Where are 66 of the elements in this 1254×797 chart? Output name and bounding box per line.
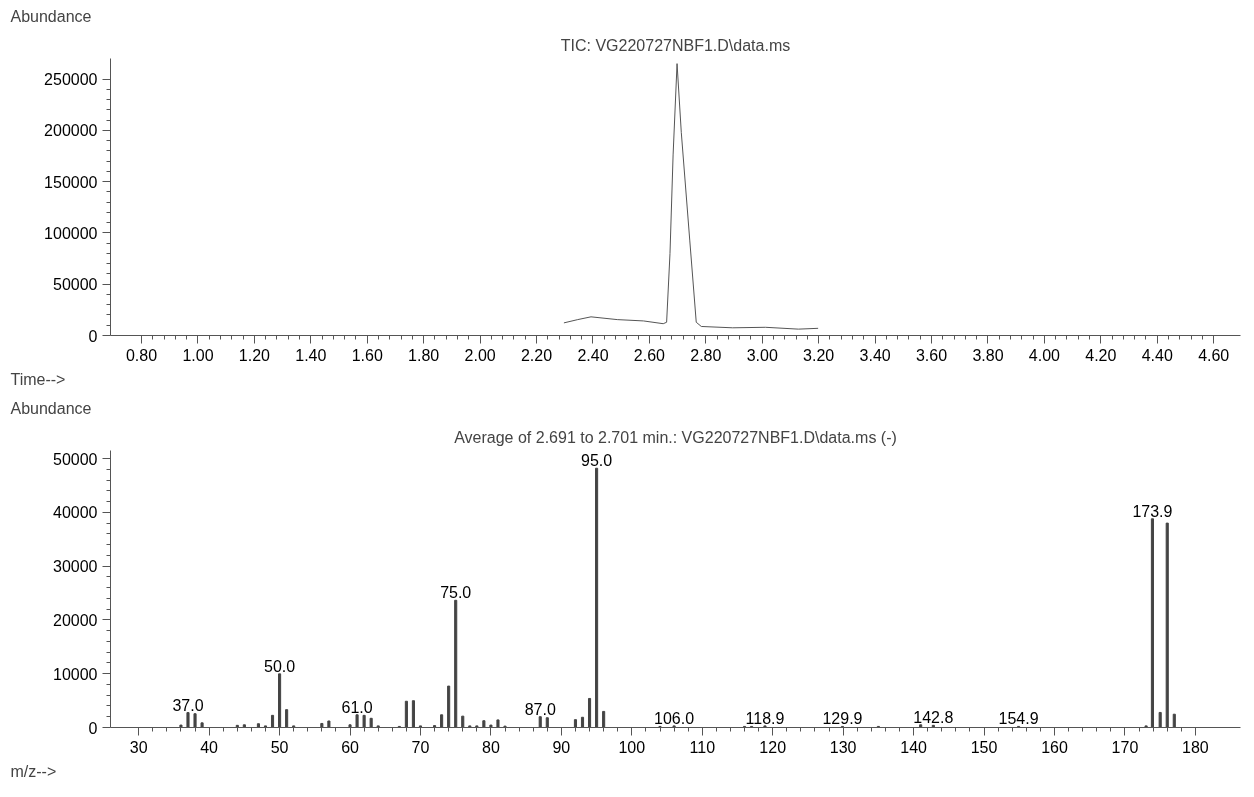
y-tick-label: 40000 <box>53 504 98 522</box>
x-tick-label: 110 <box>689 738 716 756</box>
y-tick-label: 200000 <box>44 122 98 140</box>
x-tick-label: 60 <box>341 738 360 756</box>
x-axis-title: Time--> <box>10 370 66 388</box>
x-axis-title: m/z--> <box>10 762 57 780</box>
annotation: 75.0 <box>440 584 472 602</box>
x-tick-label: 3.80 <box>972 346 1004 364</box>
x-tick-label: 2.60 <box>633 346 666 364</box>
x-tick-label: 120 <box>759 738 787 756</box>
annotation: 50.0 <box>264 657 296 675</box>
x-tick-label: 2.80 <box>690 346 722 364</box>
annotation: 61.0 <box>341 698 373 716</box>
x-tick-label: 4.00 <box>1028 346 1061 364</box>
x-tick-label: 1.80 <box>408 346 440 364</box>
x-tick-label: 2.40 <box>577 346 609 364</box>
chart-title: Average of 2.691 to 2.701 min.: VG220727NBF1.D\data.ms (-) <box>454 428 897 446</box>
x-tick-label: 2.00 <box>464 346 496 364</box>
y-tick-label: 0 <box>88 327 98 345</box>
annotation: 95.0 <box>581 452 613 470</box>
x-tick-label: 140 <box>900 738 928 756</box>
annotation: 106.0 <box>654 709 695 727</box>
x-tick-label: 30 <box>129 738 148 756</box>
y-tick-label: 250000 <box>44 71 98 89</box>
x-tick-label: 100 <box>618 738 646 756</box>
annotation: 129.9 <box>822 709 863 727</box>
y-tick-label: 30000 <box>53 558 98 576</box>
y-axis-title: Abundance <box>10 399 92 417</box>
x-tick-label: 150 <box>970 738 998 756</box>
y-tick-label: 100000 <box>44 224 98 242</box>
y-tick-label: 50000 <box>53 450 98 468</box>
y-tick-label: 10000 <box>53 665 98 683</box>
y-tick-label: 50000 <box>53 276 98 294</box>
x-tick-label: 180 <box>1182 738 1209 756</box>
x-tick-label: 90 <box>552 738 571 756</box>
y-tick-label: 0 <box>88 719 98 737</box>
annotation: 142.8 <box>913 709 954 727</box>
x-tick-label: 80 <box>482 738 500 756</box>
y-tick-label: 20000 <box>53 611 98 629</box>
x-tick-label: 70 <box>411 738 430 756</box>
y-axis-title: Abundance <box>10 7 92 25</box>
x-tick-label: 4.40 <box>1141 346 1173 364</box>
x-tick-label: 3.40 <box>859 346 891 364</box>
chart-title: TIC: VG220727NBF1.D\data.ms <box>560 36 791 54</box>
x-tick-label: 1.00 <box>182 346 214 364</box>
x-tick-label: 3.00 <box>746 346 778 364</box>
y-tick-label: 150000 <box>44 173 98 191</box>
annotation: 173.9 <box>1132 502 1173 520</box>
x-tick-label: 0.80 <box>125 346 158 364</box>
x-tick-label: 1.60 <box>351 346 383 364</box>
annotation: 87.0 <box>524 700 556 718</box>
x-tick-label: 170 <box>1111 738 1139 756</box>
x-tick-label: 2.20 <box>520 346 553 364</box>
annotation: 37.0 <box>172 696 204 714</box>
x-tick-label: 40 <box>200 738 219 756</box>
x-tick-label: 3.20 <box>803 346 835 364</box>
x-tick-label: 1.40 <box>295 346 327 364</box>
x-tick-label: 4.60 <box>1198 346 1230 364</box>
x-tick-label: 130 <box>829 738 857 756</box>
annotation: 154.9 <box>998 710 1039 728</box>
x-tick-label: 4.20 <box>1085 346 1117 364</box>
x-tick-label: 50 <box>270 738 289 756</box>
x-tick-label: 1.20 <box>238 346 271 364</box>
annotation: 118.9 <box>745 709 785 727</box>
x-tick-label: 3.60 <box>915 346 948 364</box>
x-tick-label: 160 <box>1041 738 1068 756</box>
